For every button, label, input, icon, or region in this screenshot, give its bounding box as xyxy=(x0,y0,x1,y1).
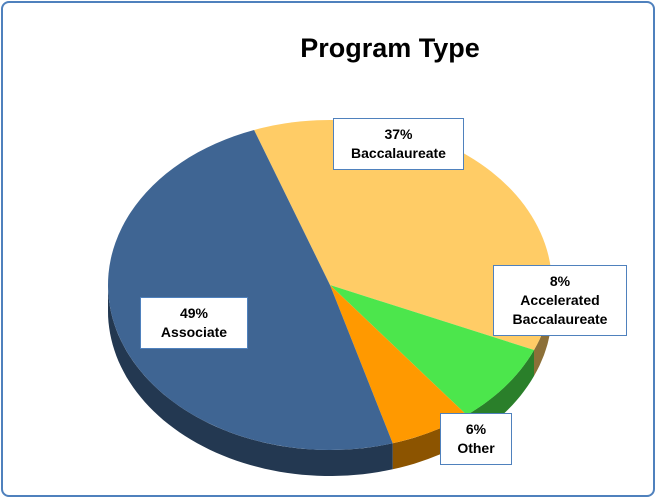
pie-slice xyxy=(330,285,535,416)
category-label: Accelerated Baccalaureate xyxy=(512,292,608,327)
category-label: Associate xyxy=(160,324,228,340)
pie-side xyxy=(108,285,393,476)
data-label: 8% Accelerated Baccalaureate xyxy=(493,265,627,336)
data-label: 49% Associate xyxy=(140,297,248,349)
pie-side xyxy=(534,285,552,376)
pie-slice xyxy=(330,285,467,444)
pie-slice xyxy=(254,120,552,351)
chart-title: Program Type xyxy=(300,33,480,63)
data-label: 6% Other xyxy=(440,413,512,465)
category-label: Baccalaureate xyxy=(351,145,446,161)
category-label: Other xyxy=(457,440,495,456)
pie-slice xyxy=(108,129,393,450)
value-label: 49% xyxy=(179,305,209,321)
value-label: 8% xyxy=(549,273,571,289)
value-label: 6% xyxy=(465,421,487,437)
value-label: 37% xyxy=(384,126,413,142)
data-label: 37% Baccalaureate xyxy=(333,118,464,170)
